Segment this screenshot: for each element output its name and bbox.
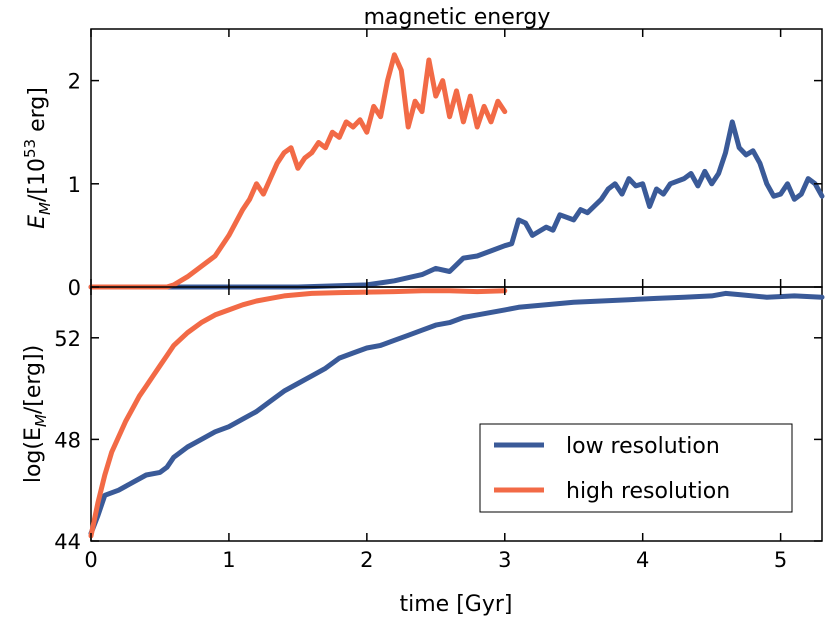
bottom-panel-frame bbox=[90, 286, 823, 542]
bottom-xtick-label: 2 bbox=[360, 548, 373, 572]
bottom-ytick-label: 48 bbox=[54, 428, 81, 452]
bottom-xtick-label: 4 bbox=[636, 548, 649, 572]
top-panel-frame bbox=[90, 28, 823, 288]
top-ylabel-unit: /[10 bbox=[25, 158, 50, 202]
top-ytick-label: 1 bbox=[68, 173, 81, 197]
bottom-ylabel-unit: /[erg]) bbox=[21, 345, 46, 414]
bottom-xlabel: time [Gyr] bbox=[400, 592, 513, 617]
top-series-low-resolution bbox=[88, 119, 825, 290]
bottom-ylabel: log(EM/[erg]) bbox=[21, 345, 50, 483]
top-ylabel-erg: erg] bbox=[25, 87, 50, 139]
top-panel-title: magnetic energy bbox=[364, 5, 551, 30]
top-ylabel-exp: 53 bbox=[21, 139, 39, 158]
bottom-ytick-label: 52 bbox=[54, 327, 81, 351]
bottom-xtick-label: 1 bbox=[222, 548, 235, 572]
legend-label-high-resolution: high resolution bbox=[566, 479, 730, 504]
top-panel: 0 1 2 EM/[1053 erg] bbox=[21, 28, 825, 300]
bottom-panel: 44 48 52 0 1 2 3 4 5 log(EM/[erg]) time [Gyr] l… bbox=[21, 286, 825, 617]
top-ylabel-e: E bbox=[25, 215, 50, 229]
legend: low resolution high resolution bbox=[479, 423, 793, 513]
legend-label-low-resolution: low resolution bbox=[566, 434, 720, 459]
bottom-xtick-label: 3 bbox=[498, 548, 511, 572]
bottom-series-low-resolution bbox=[88, 290, 825, 536]
top-ylabel-sub: M bbox=[36, 202, 54, 215]
top-ylabel: EM/[1053 erg] bbox=[21, 87, 54, 229]
bottom-series-high-resolution bbox=[88, 288, 508, 539]
bottom-xtick-label: 0 bbox=[84, 548, 97, 572]
legend-frame bbox=[479, 423, 793, 513]
top-ytick-label: 0 bbox=[68, 276, 81, 300]
top-series-high-resolution bbox=[88, 52, 508, 290]
bottom-ytick-label: 44 bbox=[54, 530, 81, 554]
bottom-ylabel-log: log(E bbox=[21, 427, 46, 483]
bottom-xtick-label: 5 bbox=[774, 548, 787, 572]
bottom-ylabel-sub: M bbox=[32, 414, 50, 427]
top-ytick-label: 2 bbox=[68, 70, 81, 94]
